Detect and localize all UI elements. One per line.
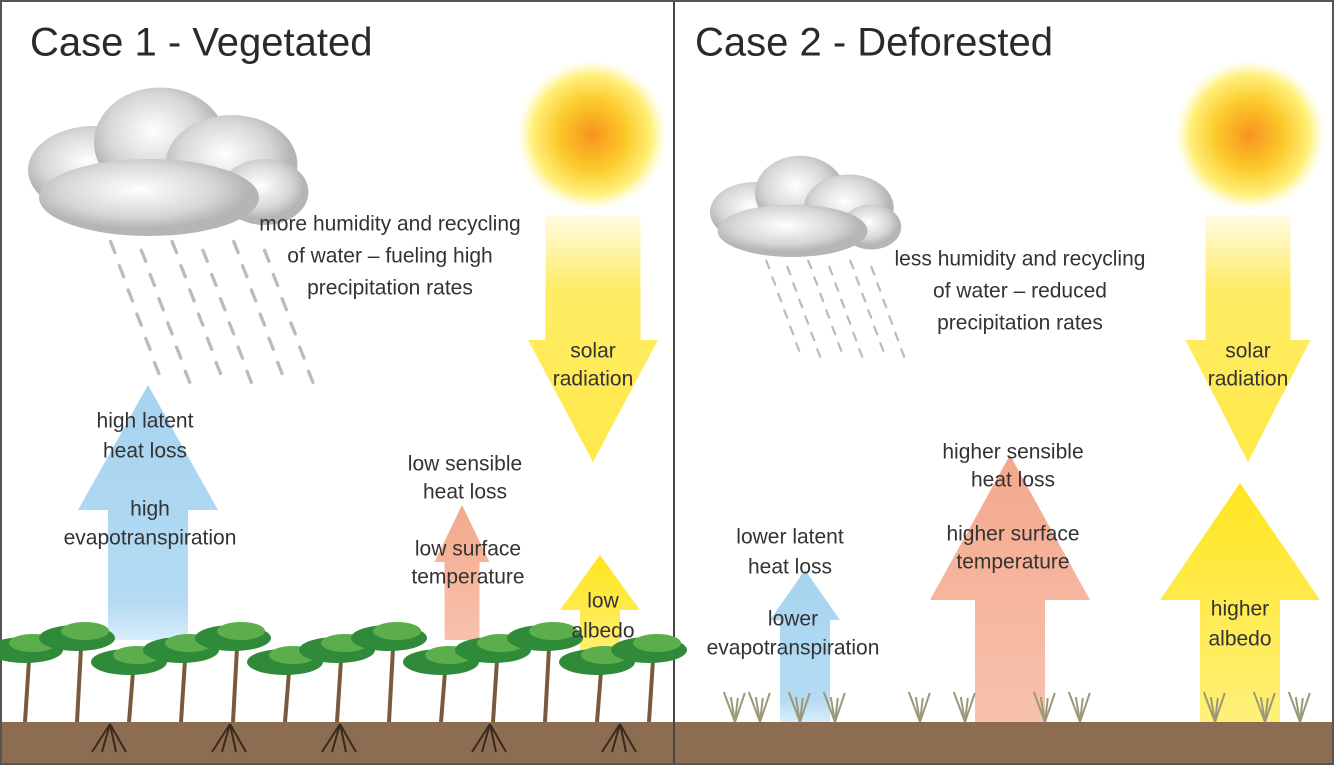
sun bbox=[517, 60, 667, 210]
precipitation-note: precipitation rates bbox=[937, 312, 1103, 335]
surface-label: low surface bbox=[415, 538, 521, 561]
sensible-label: higher sensible bbox=[942, 441, 1083, 464]
sensible-label: heat loss bbox=[423, 481, 507, 504]
evapotranspiration-label: evapotranspiration bbox=[64, 527, 237, 550]
solar-label: solar bbox=[570, 340, 616, 363]
canopy bbox=[633, 634, 681, 652]
evapotranspiration-label: high bbox=[130, 498, 170, 521]
sensible-label: low sensible bbox=[408, 453, 522, 476]
evapotranspiration-label: evapotranspiration bbox=[707, 637, 880, 660]
precipitation-note: of water – reduced bbox=[933, 280, 1107, 303]
surface-label: higher surface bbox=[946, 523, 1079, 546]
albedo-label: low bbox=[587, 590, 619, 613]
albedo-label: higher bbox=[1211, 598, 1269, 621]
precipitation-note: less humidity and recycling bbox=[895, 248, 1146, 271]
solar-label: radiation bbox=[1208, 368, 1289, 391]
surface-label: temperature bbox=[956, 551, 1069, 574]
sun bbox=[1175, 60, 1325, 210]
evapotranspiration-label: lower bbox=[768, 608, 818, 631]
cloud-puff bbox=[718, 205, 868, 258]
solar-label: radiation bbox=[553, 368, 634, 391]
latent-label: heat loss bbox=[103, 440, 187, 463]
canopy bbox=[529, 622, 577, 640]
canopy bbox=[373, 622, 421, 640]
albedo-label: albedo bbox=[571, 620, 634, 643]
canopy bbox=[61, 622, 109, 640]
precipitation-note: of water – fueling high bbox=[287, 245, 492, 268]
panel-title: Case 1 - Vegetated bbox=[30, 21, 372, 65]
albedo-label: albedo bbox=[1208, 628, 1271, 651]
panel-title: Case 2 - Deforested bbox=[695, 21, 1053, 65]
latent-label: high latent bbox=[97, 410, 194, 433]
precipitation-note: more humidity and recycling bbox=[259, 213, 520, 236]
latent-label: heat loss bbox=[748, 556, 832, 579]
diagram: Case 1 - Vegetated more humidity and recy… bbox=[0, 0, 1334, 765]
ground bbox=[2, 722, 1332, 763]
latent-label: lower latent bbox=[736, 526, 844, 549]
sensible-label: heat loss bbox=[971, 469, 1055, 492]
precipitation-note: precipitation rates bbox=[307, 277, 473, 300]
solar-label: solar bbox=[1225, 340, 1271, 363]
canopy bbox=[217, 622, 265, 640]
cloud-puff bbox=[39, 159, 259, 236]
surface-label: temperature bbox=[411, 566, 524, 589]
